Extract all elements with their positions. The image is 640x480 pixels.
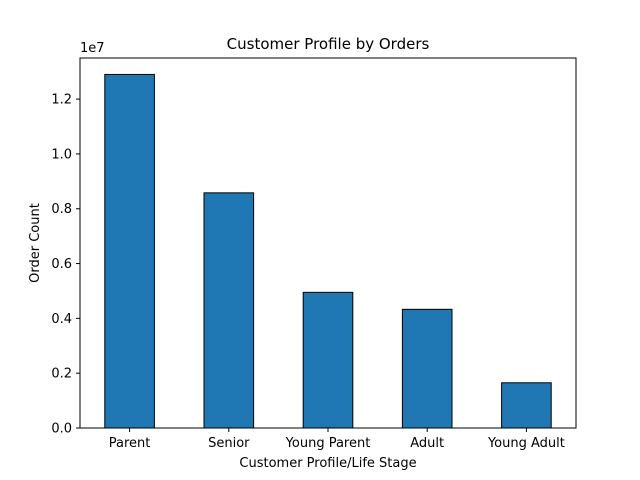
chart-title: Customer Profile by Orders <box>227 35 430 53</box>
y-tick-label: 0.4 <box>51 312 72 327</box>
y-tick-label: 1.2 <box>51 93 72 108</box>
x-axis-label: Customer Profile/Life Stage <box>239 456 416 471</box>
bar-parent <box>104 73 155 429</box>
y-axis-offset-label: 1e7 <box>80 41 105 56</box>
y-tick-label: 1.0 <box>51 147 72 162</box>
bar-young-parent <box>302 291 354 429</box>
bar-senior <box>203 192 255 429</box>
x-tick-label: Young Parent <box>285 436 371 451</box>
bars-group <box>104 73 552 429</box>
x-tick-label: Parent <box>109 436 151 451</box>
y-axis-ticks: 0.0 0.2 0.4 0.6 0.8 1.0 1.2 <box>51 93 80 437</box>
x-tick-label: Senior <box>208 436 250 451</box>
y-tick-label: 0.0 <box>51 422 72 437</box>
x-tick-label: Adult <box>410 436 444 451</box>
x-tick-label: Young Adult <box>487 436 565 451</box>
y-tick-label: 0.2 <box>51 367 72 382</box>
plot-frame <box>79 57 577 429</box>
y-tick-label: 0.8 <box>51 202 72 217</box>
y-axis-label: Order Count <box>28 203 43 283</box>
y-tick-label: 0.6 <box>51 257 72 272</box>
x-axis-ticks: Parent Senior Young Parent Adult Young Adult <box>109 428 565 451</box>
bar-young-adult <box>501 382 552 429</box>
bar-adult <box>401 308 453 429</box>
